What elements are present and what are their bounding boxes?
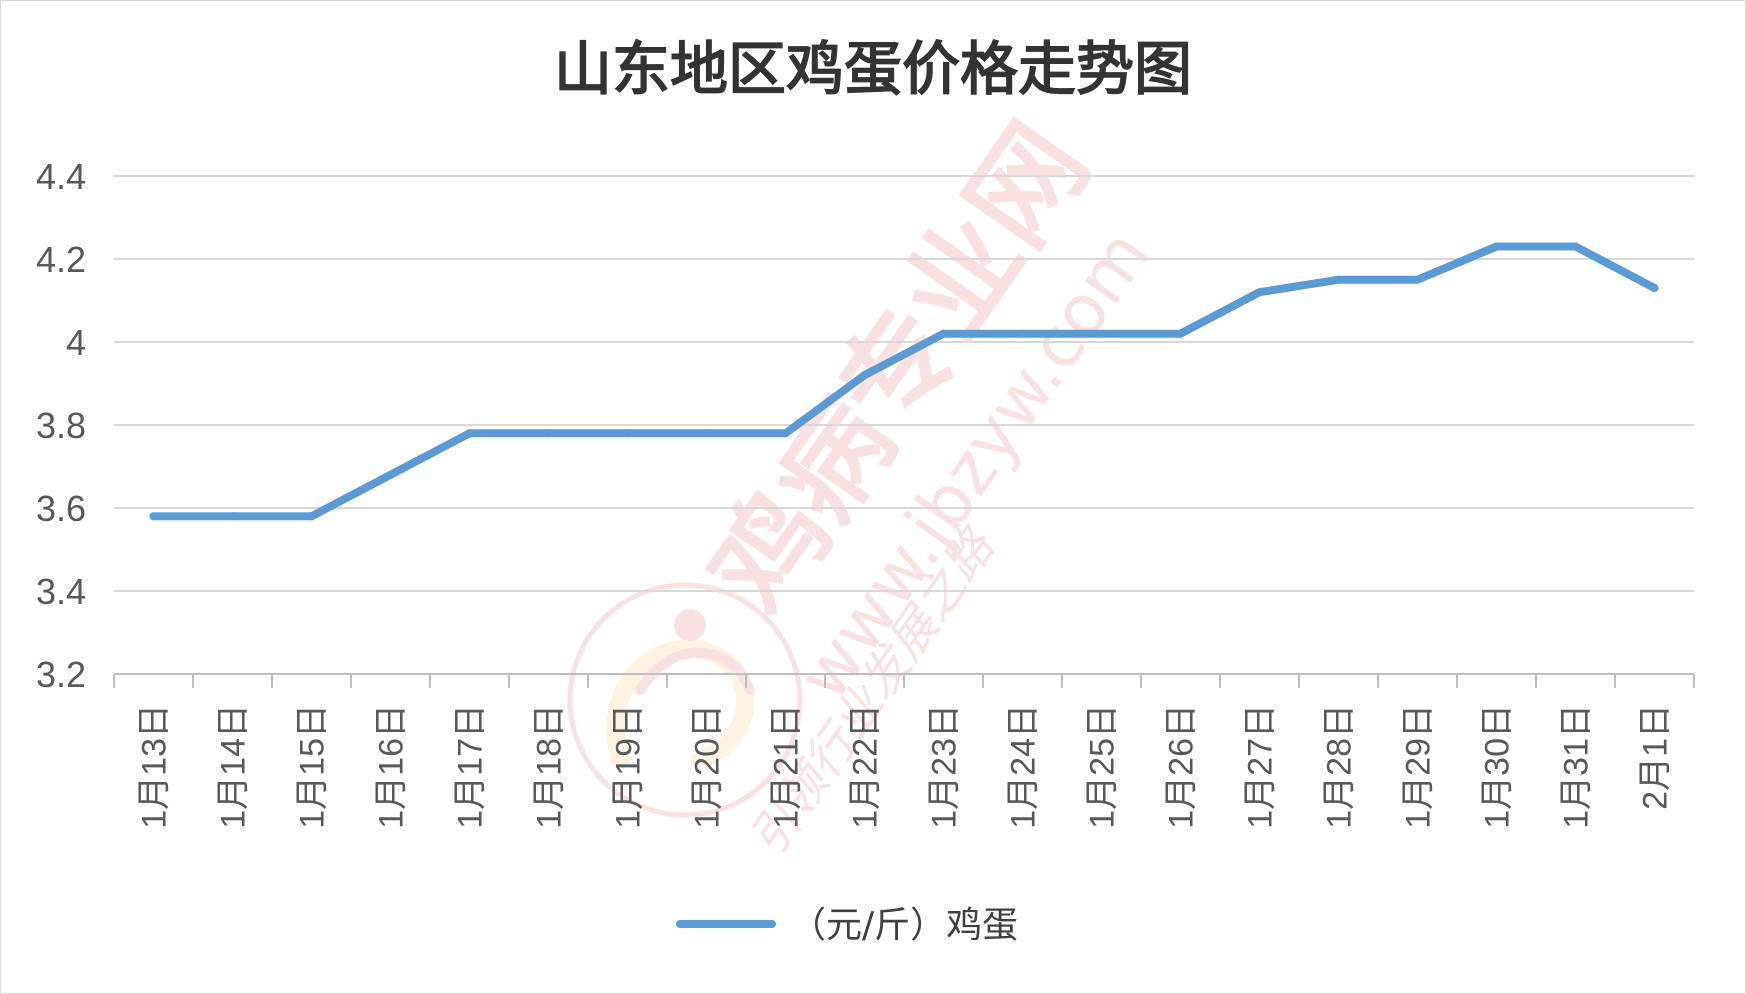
data-point xyxy=(465,429,474,438)
x-tick-label: 1月26日 xyxy=(1163,704,1201,829)
data-point xyxy=(781,429,790,438)
x-tick-label: 1月16日 xyxy=(373,704,411,829)
data-point xyxy=(702,429,711,438)
x-tick-label: 2月1日 xyxy=(1637,704,1675,810)
data-point xyxy=(149,512,158,521)
series-layer xyxy=(149,242,1659,521)
data-point xyxy=(307,512,316,521)
series-line xyxy=(149,242,1659,521)
x-tick-label: 1月27日 xyxy=(1242,704,1280,829)
data-point xyxy=(1018,329,1027,338)
data-point xyxy=(1255,288,1264,297)
watermark-logo xyxy=(567,582,803,818)
data-point xyxy=(386,470,395,479)
y-tick-label: 3.2 xyxy=(36,654,86,695)
data-point xyxy=(1492,242,1501,251)
x-tick-label: 1月17日 xyxy=(452,704,490,829)
x-axis xyxy=(113,673,1695,688)
data-point xyxy=(1097,329,1106,338)
legend: （元/斤）鸡蛋 xyxy=(676,905,1018,946)
data-point xyxy=(623,429,632,438)
x-tick-label: 1月24日 xyxy=(1005,704,1043,829)
x-tick-label: 1月29日 xyxy=(1400,704,1438,829)
x-axis-tick-labels: 1月13日 1月14日 1月15日 1月16日 1月17日 1月18日 1月19日 1月20日… xyxy=(136,704,1675,829)
data-point xyxy=(1176,329,1185,338)
x-tick-label: 1月20日 xyxy=(689,704,727,829)
data-point xyxy=(228,512,237,521)
x-tick-label: 1月18日 xyxy=(531,704,569,829)
chart-title: 山东地区鸡蛋价格走势图 xyxy=(554,35,1192,103)
x-tick-label: 1月19日 xyxy=(610,704,648,829)
x-tick-label: 1月25日 xyxy=(1084,704,1122,829)
y-tick-label: 4.4 xyxy=(36,156,86,197)
x-tick-label: 1月21日 xyxy=(768,704,806,829)
data-point xyxy=(1571,242,1580,251)
x-tick-label: 1月28日 xyxy=(1321,704,1359,829)
data-point xyxy=(1334,275,1343,284)
x-tick-label: 1月13日 xyxy=(136,704,174,829)
y-tick-label: 4 xyxy=(66,322,86,363)
x-tick-label: 1月23日 xyxy=(926,704,964,829)
y-axis-tick-labels: 3.2 3.4 3.6 3.8 4 4.2 4.4 xyxy=(36,156,86,695)
x-tick-label: 1月22日 xyxy=(847,704,885,829)
data-point xyxy=(1650,284,1659,293)
y-tick-label: 4.2 xyxy=(36,239,86,280)
y-tick-label: 3.8 xyxy=(36,405,86,446)
y-tick-label: 3.6 xyxy=(36,488,86,529)
data-point xyxy=(544,429,553,438)
gridlines xyxy=(114,175,1694,592)
x-tick-label: 1月30日 xyxy=(1479,704,1517,829)
data-point xyxy=(860,371,869,380)
data-point xyxy=(939,329,948,338)
x-tick-label: 1月15日 xyxy=(294,704,332,829)
legend-label: （元/斤）鸡蛋 xyxy=(790,905,1018,946)
x-tick-label: 1月14日 xyxy=(215,704,253,829)
x-tick-label: 1月31日 xyxy=(1558,704,1596,829)
data-point xyxy=(1413,275,1422,284)
y-tick-label: 3.4 xyxy=(36,571,86,612)
